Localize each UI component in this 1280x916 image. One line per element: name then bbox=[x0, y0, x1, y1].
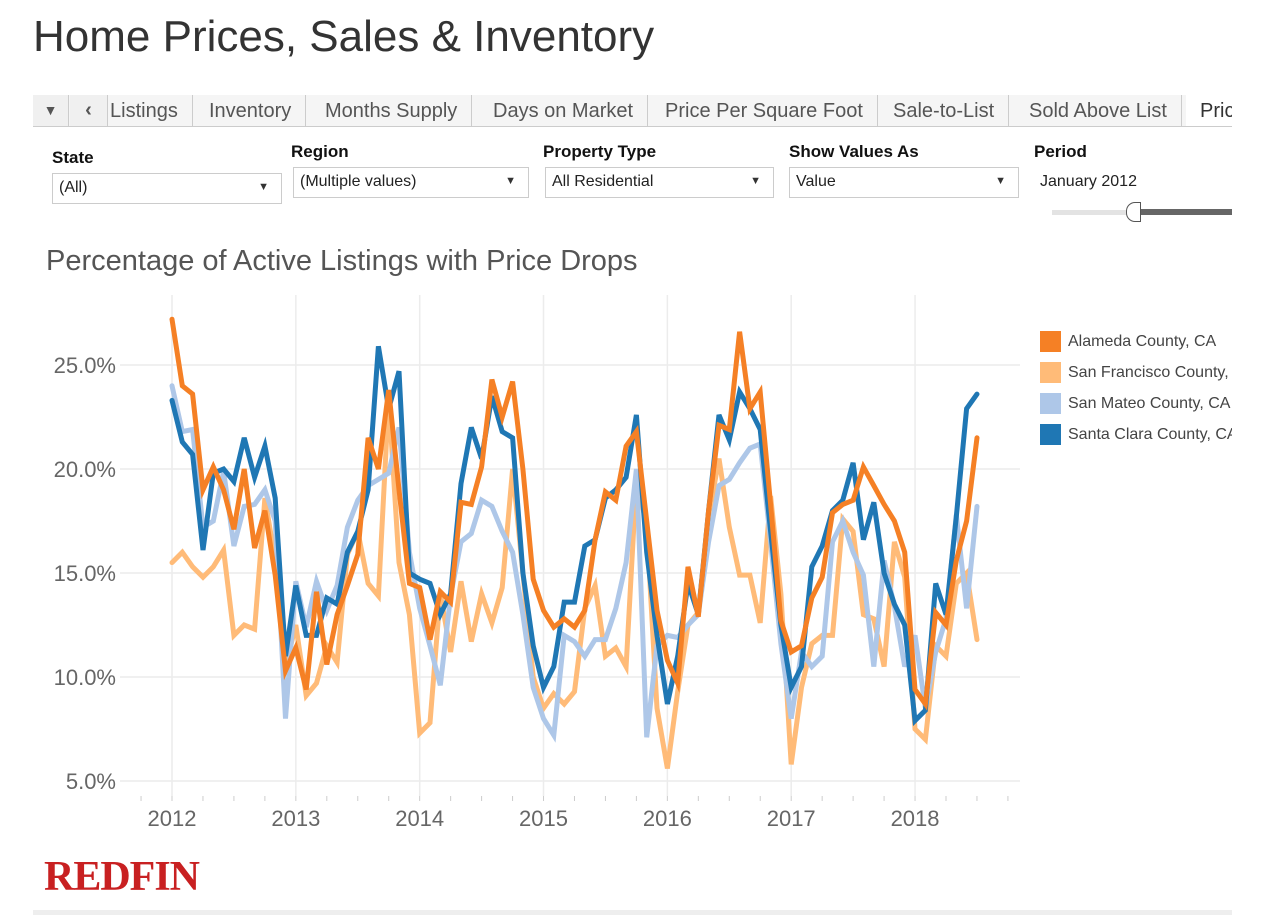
tab-sold-above-list[interactable]: Sold Above List bbox=[1015, 95, 1182, 126]
triangle-down-icon: ▼ bbox=[995, 175, 1006, 187]
legend: Alameda County, CA San Francisco County,… bbox=[1040, 326, 1232, 450]
y-tick-label: 15.0% bbox=[54, 561, 116, 586]
y-tick-label: 25.0% bbox=[54, 353, 116, 378]
legend-item[interactable]: Alameda County, CA bbox=[1040, 326, 1232, 357]
x-tick-label: 2013 bbox=[271, 806, 320, 831]
legend-label: San Mateo County, CA bbox=[1068, 394, 1231, 412]
triangle-down-icon: ▼ bbox=[258, 181, 269, 193]
y-tick-label: 10.0% bbox=[54, 665, 116, 690]
tab-list-dropdown-button[interactable]: ▼ bbox=[33, 95, 69, 126]
tab-inventory[interactable]: Inventory bbox=[195, 95, 307, 126]
legend-swatch bbox=[1040, 393, 1061, 414]
legend-swatch bbox=[1040, 331, 1061, 352]
property-type-dropdown[interactable]: All Residential ▼ bbox=[545, 167, 774, 198]
legend-swatch bbox=[1040, 424, 1061, 445]
period-slider[interactable] bbox=[1052, 202, 1232, 222]
tab-listings[interactable]: Listings bbox=[108, 95, 193, 126]
slider-range-fill bbox=[1133, 209, 1232, 215]
tab-days-on-market[interactable]: Days on Market bbox=[479, 95, 649, 126]
triangle-down-icon: ▼ bbox=[43, 102, 58, 118]
legend-label: San Francisco County, CA bbox=[1068, 363, 1232, 381]
legend-item[interactable]: San Francisco County, CA bbox=[1040, 357, 1232, 388]
x-tick-label: 2017 bbox=[767, 806, 816, 831]
chart-title: Percentage of Active Listings with Price… bbox=[46, 245, 638, 277]
triangle-down-icon: ▼ bbox=[505, 175, 516, 187]
tab-sale-to-list[interactable]: Sale-to-List bbox=[879, 95, 1010, 126]
legend-label: Alameda County, CA bbox=[1068, 332, 1217, 350]
triangle-down-icon: ▼ bbox=[750, 175, 761, 187]
legend-swatch bbox=[1040, 362, 1061, 383]
series-line-san-francisco-county-ca bbox=[169, 398, 980, 769]
x-tick-label: 2012 bbox=[148, 806, 197, 831]
period-filter-label: Period bbox=[1034, 142, 1087, 161]
series-line-alameda-county-ca bbox=[169, 316, 980, 711]
line-chart: 5.0% 10.0% 15.0% 20.0% 25.0% 2012 2013 2014 2015… bbox=[54, 295, 1020, 831]
region-value: (Multiple values) bbox=[300, 173, 417, 190]
redfin-logo: REDFIN bbox=[44, 854, 200, 900]
tab-scroll-back-button[interactable]: ‹ bbox=[70, 95, 108, 126]
x-tick-label: 2015 bbox=[519, 806, 568, 831]
legend-item[interactable]: San Mateo County, CA bbox=[1040, 388, 1232, 419]
legend-item[interactable]: Santa Clara County, CA bbox=[1040, 419, 1232, 450]
show-values-as-filter-label: Show Values As bbox=[789, 142, 919, 161]
chevron-left-icon: ‹ bbox=[85, 99, 92, 121]
state-value: (All) bbox=[59, 179, 88, 196]
show-values-as-value: Value bbox=[796, 173, 836, 190]
state-dropdown[interactable]: (All) ▼ bbox=[52, 173, 282, 204]
property-type-value: All Residential bbox=[552, 173, 654, 190]
region-filter-label: Region bbox=[291, 142, 349, 161]
region-dropdown[interactable]: (Multiple values) ▼ bbox=[293, 167, 529, 198]
tab-bar: ▼ ‹ Listings Inventory Months Supply Day… bbox=[33, 95, 1232, 127]
legend-label: Santa Clara County, CA bbox=[1068, 425, 1232, 443]
series-line-santa-clara-county-ca bbox=[169, 345, 980, 727]
state-filter-label: State bbox=[52, 148, 94, 167]
page-title: Home Prices, Sales & Inventory bbox=[33, 12, 655, 61]
property-type-filter-label: Property Type bbox=[543, 142, 657, 161]
tab-price-drops[interactable]: Pric bbox=[1186, 95, 1232, 126]
divider bbox=[33, 910, 1232, 915]
y-tick-label: 5.0% bbox=[66, 769, 116, 794]
x-tick-label: 2014 bbox=[395, 806, 444, 831]
slider-handle[interactable] bbox=[1126, 202, 1141, 222]
x-tick-label: 2018 bbox=[891, 806, 940, 831]
show-values-as-dropdown[interactable]: Value ▼ bbox=[789, 167, 1019, 198]
x-tick-label: 2016 bbox=[643, 806, 692, 831]
period-value: January 2012 bbox=[1040, 173, 1137, 190]
tab-price-per-square-foot[interactable]: Price Per Square Foot bbox=[651, 95, 878, 126]
tab-months-supply[interactable]: Months Supply bbox=[311, 95, 473, 126]
y-tick-label: 20.0% bbox=[54, 457, 116, 482]
